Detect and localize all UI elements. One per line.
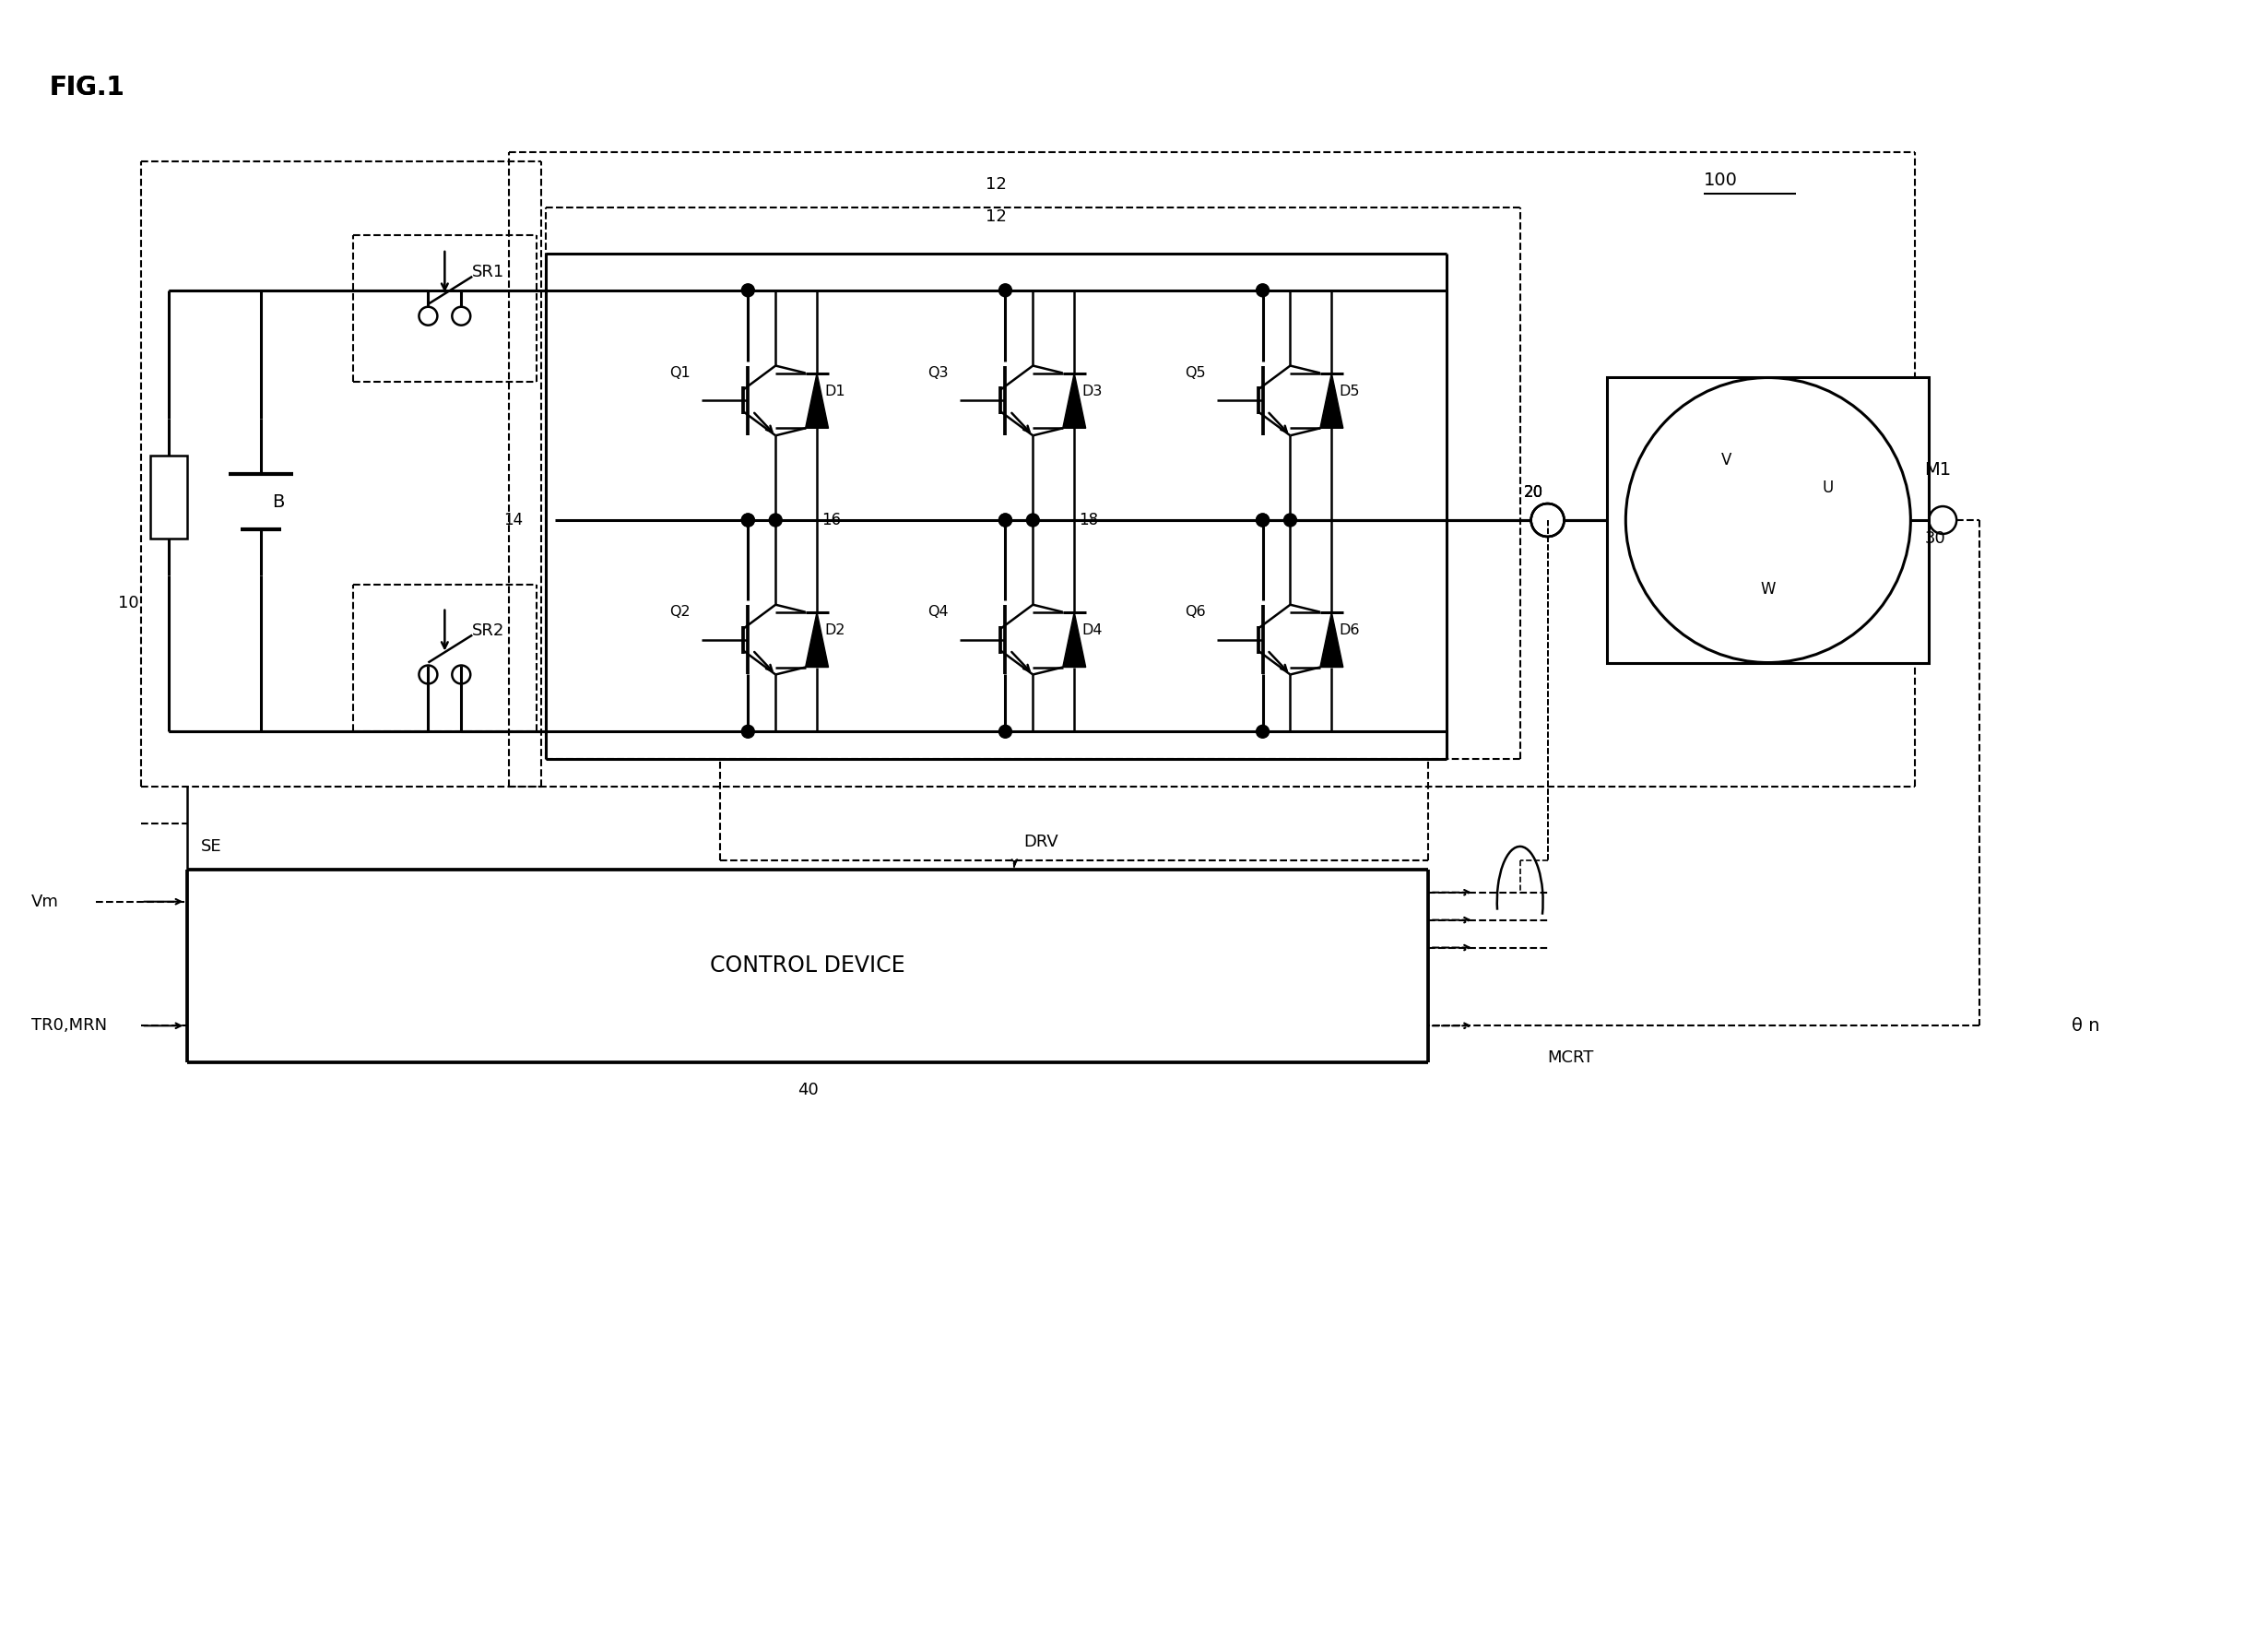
Text: 40: 40 bbox=[798, 1082, 819, 1099]
Text: Q6: Q6 bbox=[1184, 605, 1204, 620]
Text: 16: 16 bbox=[821, 512, 841, 528]
Polygon shape bbox=[1320, 373, 1343, 428]
Text: 20: 20 bbox=[1524, 484, 1545, 500]
Circle shape bbox=[1027, 513, 1039, 526]
Text: 18: 18 bbox=[1080, 512, 1098, 528]
Text: B: B bbox=[272, 494, 284, 510]
Circle shape bbox=[742, 513, 755, 526]
Text: 30: 30 bbox=[1923, 530, 1946, 546]
Text: 100: 100 bbox=[1703, 172, 1737, 188]
Text: D4: D4 bbox=[1082, 623, 1102, 638]
Text: 20: 20 bbox=[1524, 484, 1545, 500]
Circle shape bbox=[998, 284, 1012, 296]
Circle shape bbox=[998, 724, 1012, 737]
Circle shape bbox=[1256, 513, 1270, 526]
Text: V: V bbox=[1721, 451, 1733, 469]
Text: Q2: Q2 bbox=[669, 605, 692, 620]
Text: D2: D2 bbox=[823, 623, 846, 638]
Text: SR1: SR1 bbox=[472, 263, 506, 280]
Text: 12: 12 bbox=[987, 177, 1007, 193]
Text: MCRT: MCRT bbox=[1547, 1050, 1594, 1066]
Circle shape bbox=[1256, 724, 1270, 737]
Text: 14: 14 bbox=[503, 512, 524, 528]
Text: W: W bbox=[1760, 580, 1776, 597]
Text: CONTROL DEVICE: CONTROL DEVICE bbox=[710, 955, 905, 978]
Text: D6: D6 bbox=[1338, 623, 1361, 638]
Text: D5: D5 bbox=[1338, 384, 1361, 399]
Text: SE: SE bbox=[202, 839, 222, 855]
Polygon shape bbox=[805, 611, 828, 667]
Polygon shape bbox=[805, 373, 828, 428]
Polygon shape bbox=[1064, 611, 1086, 667]
Bar bbox=[1608, 378, 1930, 662]
Circle shape bbox=[1256, 513, 1270, 526]
Text: FIG.1: FIG.1 bbox=[50, 75, 125, 101]
Text: Q3: Q3 bbox=[928, 366, 948, 379]
Bar bbox=[150, 456, 188, 538]
Circle shape bbox=[998, 513, 1012, 526]
Text: Q1: Q1 bbox=[669, 366, 692, 379]
Text: M1: M1 bbox=[1923, 461, 1950, 479]
Text: TR0,MRN: TR0,MRN bbox=[32, 1017, 107, 1033]
Text: DRV: DRV bbox=[1023, 834, 1059, 850]
Text: 10: 10 bbox=[118, 595, 138, 611]
Circle shape bbox=[1284, 513, 1297, 526]
Circle shape bbox=[998, 513, 1012, 526]
Polygon shape bbox=[1064, 373, 1086, 428]
Text: SR2: SR2 bbox=[472, 623, 506, 639]
Text: U: U bbox=[1821, 479, 1833, 497]
Text: 12: 12 bbox=[987, 208, 1007, 226]
Polygon shape bbox=[1320, 611, 1343, 667]
Circle shape bbox=[742, 724, 755, 737]
Text: 20: 20 bbox=[1524, 484, 1545, 500]
Circle shape bbox=[742, 284, 755, 296]
Circle shape bbox=[769, 513, 782, 526]
Circle shape bbox=[742, 513, 755, 526]
Text: θ n: θ n bbox=[2071, 1017, 2100, 1035]
Text: Vm: Vm bbox=[32, 893, 59, 911]
Text: FIG.1: FIG.1 bbox=[50, 75, 125, 101]
Circle shape bbox=[1256, 284, 1270, 296]
Text: Q5: Q5 bbox=[1184, 366, 1204, 379]
Text: D1: D1 bbox=[823, 384, 846, 399]
Text: Q4: Q4 bbox=[928, 605, 948, 620]
Text: D3: D3 bbox=[1082, 384, 1102, 399]
